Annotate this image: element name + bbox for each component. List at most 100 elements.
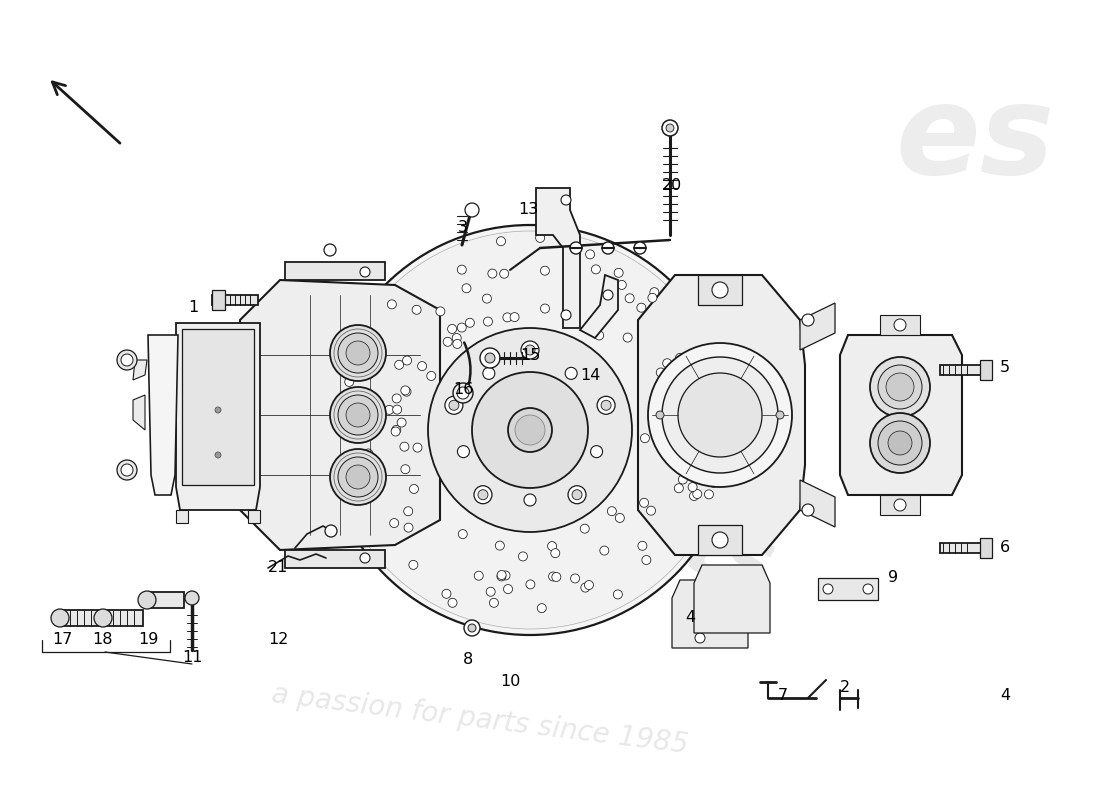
Circle shape xyxy=(458,446,470,458)
Polygon shape xyxy=(818,578,878,600)
Wedge shape xyxy=(332,232,728,628)
Polygon shape xyxy=(148,335,178,495)
Polygon shape xyxy=(840,335,962,495)
Circle shape xyxy=(870,357,930,417)
Circle shape xyxy=(581,583,590,592)
Polygon shape xyxy=(698,275,742,305)
Text: es: es xyxy=(895,79,1055,201)
Circle shape xyxy=(465,318,474,327)
Circle shape xyxy=(601,400,612,410)
Circle shape xyxy=(525,345,535,355)
Circle shape xyxy=(478,490,488,500)
Circle shape xyxy=(640,434,649,442)
Text: 2: 2 xyxy=(840,681,850,695)
Circle shape xyxy=(571,574,580,583)
Circle shape xyxy=(214,407,221,413)
Circle shape xyxy=(483,367,495,379)
Polygon shape xyxy=(240,280,440,550)
Circle shape xyxy=(650,288,659,297)
Circle shape xyxy=(448,325,456,334)
Text: 20: 20 xyxy=(662,178,682,193)
Polygon shape xyxy=(694,565,770,633)
Circle shape xyxy=(363,392,372,401)
Circle shape xyxy=(346,465,370,489)
Circle shape xyxy=(597,396,615,414)
Circle shape xyxy=(474,486,492,504)
Circle shape xyxy=(330,449,386,505)
Text: 4: 4 xyxy=(1000,687,1010,702)
Circle shape xyxy=(428,328,632,532)
Circle shape xyxy=(185,591,199,605)
Text: 21: 21 xyxy=(267,561,288,575)
Circle shape xyxy=(703,387,712,397)
Circle shape xyxy=(468,624,476,632)
Text: 4: 4 xyxy=(685,610,695,626)
Polygon shape xyxy=(285,550,385,568)
Circle shape xyxy=(614,268,624,278)
Circle shape xyxy=(540,266,549,275)
Circle shape xyxy=(717,618,727,628)
Circle shape xyxy=(485,353,495,363)
Circle shape xyxy=(561,310,571,320)
Polygon shape xyxy=(800,480,835,527)
Circle shape xyxy=(465,203,478,217)
Circle shape xyxy=(605,291,615,300)
Circle shape xyxy=(449,400,459,410)
Circle shape xyxy=(685,360,694,369)
Circle shape xyxy=(472,372,588,488)
Polygon shape xyxy=(60,610,100,626)
Circle shape xyxy=(412,306,421,314)
Polygon shape xyxy=(248,510,260,523)
Circle shape xyxy=(402,387,411,396)
Text: a passion for parts since 1985: a passion for parts since 1985 xyxy=(270,681,690,759)
Circle shape xyxy=(121,354,133,366)
Circle shape xyxy=(666,374,675,383)
Circle shape xyxy=(592,265,601,274)
Circle shape xyxy=(878,421,922,465)
Circle shape xyxy=(712,532,728,548)
Circle shape xyxy=(581,524,590,533)
Circle shape xyxy=(365,347,375,357)
Polygon shape xyxy=(940,365,984,375)
Text: 17: 17 xyxy=(52,633,73,647)
Circle shape xyxy=(696,376,705,386)
Circle shape xyxy=(662,120,678,136)
Circle shape xyxy=(572,490,582,500)
Text: 5: 5 xyxy=(1000,361,1010,375)
Circle shape xyxy=(614,590,623,599)
Circle shape xyxy=(639,498,649,507)
Circle shape xyxy=(392,426,400,434)
Circle shape xyxy=(418,362,427,370)
Circle shape xyxy=(404,523,412,532)
Circle shape xyxy=(393,405,402,414)
Circle shape xyxy=(711,396,719,406)
Circle shape xyxy=(488,269,497,278)
Circle shape xyxy=(453,383,473,403)
Polygon shape xyxy=(880,495,920,515)
Circle shape xyxy=(671,424,680,433)
Circle shape xyxy=(674,484,683,493)
Circle shape xyxy=(459,530,468,538)
Circle shape xyxy=(568,486,586,504)
Circle shape xyxy=(499,270,508,278)
Text: 13: 13 xyxy=(518,202,538,218)
Circle shape xyxy=(331,231,729,629)
Circle shape xyxy=(436,307,444,316)
Polygon shape xyxy=(103,610,143,626)
Text: 8: 8 xyxy=(463,653,473,667)
Circle shape xyxy=(387,300,396,309)
Circle shape xyxy=(552,573,561,582)
Circle shape xyxy=(712,282,728,298)
Text: 18: 18 xyxy=(92,633,113,647)
Circle shape xyxy=(521,341,539,359)
Polygon shape xyxy=(285,262,385,280)
Circle shape xyxy=(894,319,906,331)
Circle shape xyxy=(708,390,717,399)
Polygon shape xyxy=(980,538,992,558)
Circle shape xyxy=(888,431,912,455)
Circle shape xyxy=(324,225,735,635)
Circle shape xyxy=(551,549,560,558)
Circle shape xyxy=(458,323,466,332)
Circle shape xyxy=(330,325,386,381)
Circle shape xyxy=(894,499,906,511)
